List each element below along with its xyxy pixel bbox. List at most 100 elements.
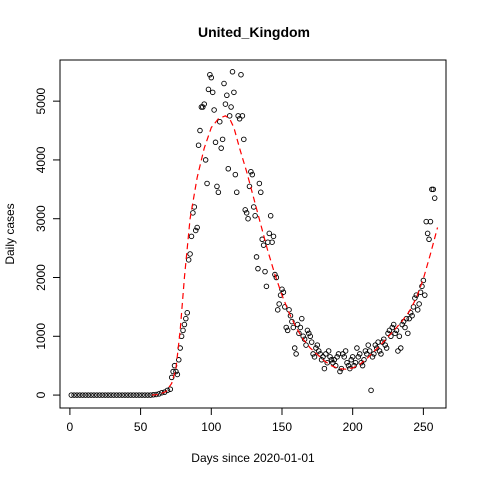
data-point [209, 89, 216, 96]
trend-line [151, 115, 439, 396]
data-point [330, 359, 336, 366]
data-point [176, 357, 182, 363]
data-point [416, 301, 422, 307]
y-tick-label: 5000 [34, 87, 48, 114]
data-point [280, 289, 287, 295]
x-tick-label: 50 [134, 420, 148, 434]
data-point [337, 368, 343, 375]
data-point [222, 101, 229, 107]
data-point [68, 392, 75, 398]
data-point [94, 392, 100, 398]
data-point [173, 368, 179, 375]
data-point [284, 327, 291, 334]
data-point [269, 239, 275, 245]
data-point [229, 69, 236, 75]
data-point [142, 392, 148, 398]
data-point [431, 195, 438, 201]
data-point [187, 251, 193, 257]
data-point [224, 92, 230, 99]
data-point [293, 351, 299, 357]
y-tick-label: 0 [34, 391, 48, 398]
data-point [96, 392, 103, 398]
data-point [181, 321, 188, 328]
data-point [294, 321, 301, 328]
data-point [392, 330, 398, 337]
data-point [303, 342, 309, 348]
data-point [113, 392, 120, 398]
data-point [317, 351, 323, 357]
data-point [399, 321, 405, 328]
data-point [99, 392, 106, 398]
data-point [245, 215, 251, 222]
y-tick-label: 3000 [34, 205, 48, 232]
data-point [246, 183, 253, 190]
data-point [255, 265, 261, 272]
data-point [344, 359, 350, 366]
x-axis-label: Days since 2020-01-01 [191, 451, 315, 465]
data-point [133, 392, 140, 398]
data-point [424, 230, 431, 237]
data-point [207, 71, 213, 78]
data-point [125, 392, 131, 398]
data-point [127, 392, 134, 398]
data-point [291, 345, 298, 351]
data-point [349, 354, 356, 360]
data-point [260, 242, 267, 248]
data-point [352, 359, 359, 366]
data-point [71, 392, 77, 398]
data-point [119, 392, 125, 398]
data-point [218, 145, 224, 151]
data-point [194, 224, 200, 231]
data-point [395, 348, 401, 354]
data-point [410, 304, 417, 310]
data-point [167, 386, 174, 392]
data-point [82, 392, 89, 398]
data-point [396, 333, 403, 340]
data-point [331, 357, 338, 363]
data-point [361, 357, 367, 363]
data-point [122, 392, 128, 398]
data-point [231, 89, 237, 96]
data-point [364, 351, 370, 357]
data-point [373, 345, 380, 351]
data-point [136, 392, 142, 398]
data-point [88, 392, 94, 398]
data-point [241, 136, 247, 143]
trend-line-layer [151, 115, 439, 396]
x-tick-label: 200 [343, 420, 363, 434]
data-point [276, 301, 282, 307]
x-tick-label: 100 [201, 420, 221, 434]
data-point [382, 342, 388, 348]
data-point [248, 168, 254, 175]
data-point [250, 204, 257, 210]
data-point [116, 392, 123, 398]
data-point [334, 354, 340, 360]
data-point [161, 389, 168, 395]
data-point [366, 348, 373, 354]
data-point [208, 74, 215, 81]
data-point [342, 348, 349, 354]
data-point [239, 113, 246, 119]
data-point [228, 104, 234, 110]
data-point [283, 324, 289, 331]
data-point [316, 348, 322, 354]
x-axis: 0 50 100 150 200 250 [67, 407, 434, 434]
data-point [195, 142, 202, 148]
data-point [321, 365, 328, 372]
data-point [273, 274, 280, 281]
data-point [405, 330, 411, 337]
data-point [386, 327, 393, 334]
data-point [422, 292, 428, 298]
plot-frame [59, 59, 447, 409]
data-point [190, 210, 196, 216]
data-point [139, 392, 145, 398]
data-point [340, 351, 346, 357]
data-point [185, 257, 192, 263]
data-point [376, 348, 383, 354]
data-point [236, 116, 243, 122]
data-point [202, 157, 209, 163]
scatter-points [68, 69, 438, 398]
data-point [205, 86, 212, 93]
data-point [85, 392, 92, 398]
